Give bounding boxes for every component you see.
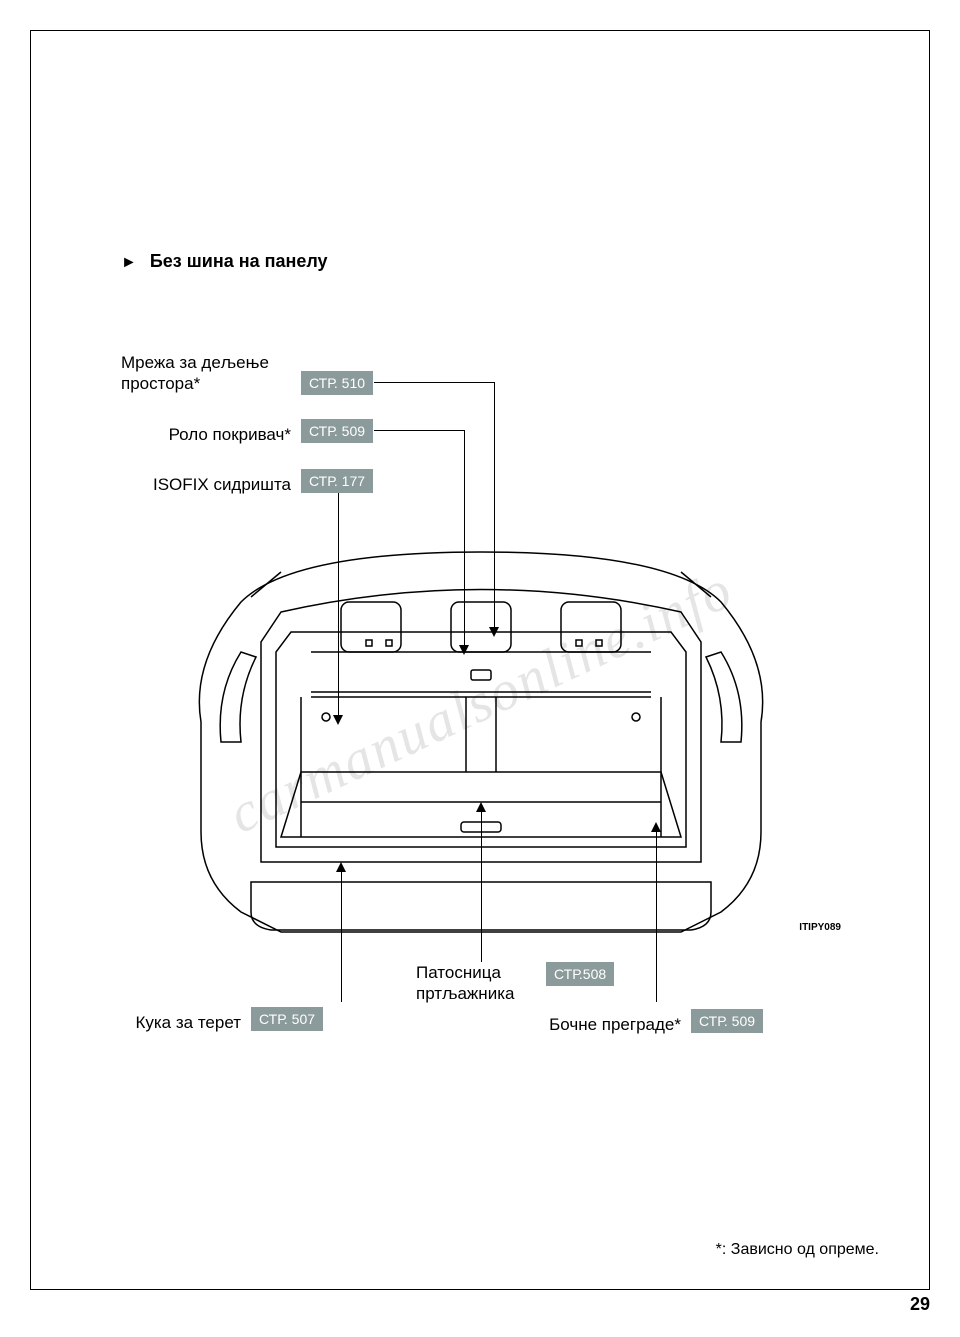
label-cargo-hook: Кука за терет	[101, 1012, 241, 1033]
arrowhead-icon	[651, 822, 661, 832]
leader-line	[341, 872, 342, 1002]
arrowhead-icon	[476, 802, 486, 812]
page-frame: ► Без шина на панелу carmanualsonline.in…	[30, 30, 930, 1290]
image-code: ITIPY089	[799, 922, 841, 933]
pageref-partition-net[interactable]: СТР. 510	[301, 371, 373, 395]
label-isofix: ISOFIX сидришта	[91, 474, 291, 495]
heading-arrow-icon: ►	[121, 254, 137, 271]
pageref-cargo-hook[interactable]: СТР. 507	[251, 1007, 323, 1031]
footnote: *: Зависно од опреме.	[716, 1241, 879, 1259]
pageref-side-boards[interactable]: СТР. 509	[691, 1009, 763, 1033]
label-tonneau-cover: Роло покривач*	[121, 424, 291, 445]
page-number: 29	[910, 1294, 930, 1315]
arrowhead-icon	[336, 862, 346, 872]
label-deck-board: Патосница пртљажника	[416, 962, 536, 1005]
pageref-deck-board[interactable]: СТР.508	[546, 962, 614, 986]
label-partition-net: Мрежа за дељење простора*	[121, 352, 291, 395]
leader-line	[481, 812, 482, 962]
leader-line	[374, 430, 464, 431]
leader-line	[374, 382, 494, 383]
section-heading: ► Без шина на панелу	[121, 251, 879, 272]
pageref-isofix[interactable]: СТР. 177	[301, 469, 373, 493]
diagram-area: carmanualsonline.info Мрежа за дељење пр…	[81, 302, 881, 1102]
leader-line	[656, 832, 657, 1002]
heading-text: Без шина на панелу	[150, 251, 328, 271]
label-side-boards: Бочне преграде*	[521, 1014, 681, 1035]
pageref-tonneau-cover[interactable]: СТР. 509	[301, 419, 373, 443]
